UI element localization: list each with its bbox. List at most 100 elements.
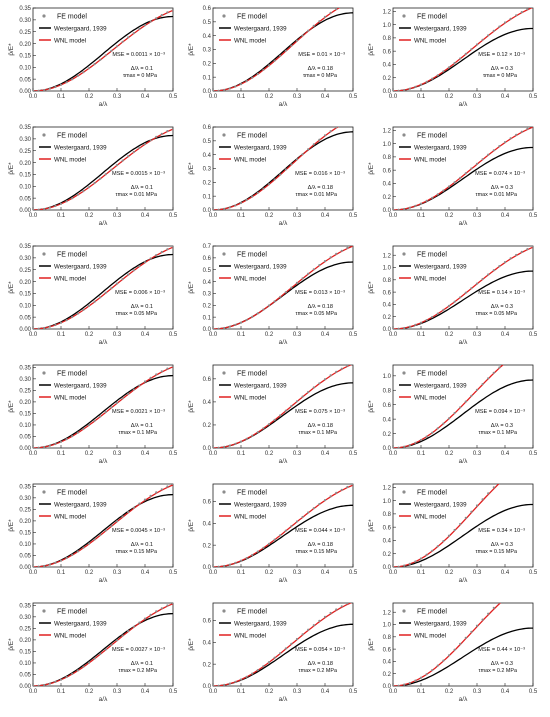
y-tick-label: 0.8 (383, 388, 392, 394)
fe-point (520, 130, 523, 133)
tau-annotation: τmax = 0.01 MPa (295, 192, 337, 198)
fe-point (37, 89, 40, 91)
fe-point (284, 291, 287, 294)
fe-point (223, 88, 226, 91)
fe-point (33, 565, 35, 567)
tau-annotation: τmax = 0.15 MPa (295, 549, 337, 555)
panel-1-0: 0.00 0.05 0.10 0.15 0.20 0.25 0.30 0.35 0.0 0.1 0.… (8, 125, 178, 227)
fe-point (520, 11, 523, 14)
fe-point (273, 656, 276, 659)
fe-point (323, 378, 327, 381)
fe-point (59, 321, 63, 324)
fe-point (408, 325, 411, 328)
fe-point (352, 600, 354, 602)
legend-westergaard-label: Westergaard, 1939 (414, 26, 467, 33)
fe-point (132, 150, 135, 154)
x-tick-label: 0.1 (57, 570, 66, 576)
fe-point (521, 348, 523, 350)
y-tick-label: 0.0 (203, 327, 212, 333)
fe-point (262, 308, 265, 311)
y-tick-label: 0.6 (383, 290, 392, 296)
x-tick-label: 0.4 (501, 213, 510, 219)
fe-point (509, 257, 512, 260)
x-tick-label: 0.5 (349, 570, 358, 576)
ratio-annotation: Δ/λ = 0.18 (308, 66, 333, 72)
fe-point (419, 438, 423, 442)
y-tick-label: 0.35 (19, 604, 31, 610)
y-tick-label: 0.4 (383, 660, 392, 666)
fe-point (99, 652, 102, 656)
y-axis-label: p̄/E* (8, 281, 15, 294)
x-tick-label: 0.4 (141, 332, 150, 338)
fe-point (397, 208, 400, 210)
legend-wnl-label: WNL model (54, 633, 86, 640)
legend-fe-label: FE model (237, 609, 267, 616)
fe-point (37, 446, 40, 448)
fe-point (160, 488, 163, 491)
fe-point (481, 158, 484, 161)
ratio-annotation: Δ/λ = 0.3 (491, 661, 513, 667)
fe-point (166, 248, 169, 251)
fe-point (475, 504, 479, 507)
y-tick-label: 0.05 (19, 315, 31, 321)
y-axis-label: p̄/E* (8, 162, 15, 175)
y-tick-label: 0.0 (203, 208, 212, 214)
fe-point (223, 683, 226, 686)
fe-point (37, 565, 40, 567)
fe-point (290, 642, 293, 645)
curves (33, 603, 173, 686)
y-tick-label: 0.4 (383, 417, 392, 423)
x-tick-label: 0.4 (321, 570, 330, 576)
fe-point (318, 20, 321, 23)
tau-annotation: τmax = 0.1 MPa (298, 430, 337, 436)
fe-point (284, 49, 287, 52)
fe-point (43, 207, 46, 210)
fe-point (295, 281, 299, 284)
x-tick-label: 0.3 (113, 689, 122, 695)
fe-point (143, 142, 147, 146)
fe-point (453, 648, 456, 651)
fe-point (340, 367, 343, 370)
legend-fe-label: FE model (57, 371, 87, 378)
fe-point (503, 261, 507, 264)
ratio-annotation: Δ/λ = 0.1 (131, 423, 153, 429)
curves (213, 484, 353, 567)
fe-point (267, 183, 271, 186)
legend-fe-label: FE model (417, 490, 447, 497)
panel-2-1: 0.0 0.1 0.2 0.3 0.4 0.5 0.6 0.7 0.0 0.1 0.2 0.3 0.4 0… (188, 244, 358, 346)
x-tick-label: 0.1 (417, 451, 426, 457)
legend-fe-marker (42, 14, 46, 18)
x-tick-label: 0.4 (501, 689, 510, 695)
plot-frame (392, 245, 534, 330)
fe-point (43, 683, 46, 686)
mse-annotation: MSE = 0.0045 × 10⁻³ (112, 528, 165, 534)
legend-fe-marker (402, 371, 406, 375)
fe-point (329, 130, 332, 133)
fe-point (295, 400, 299, 403)
x-tick-label: 0.4 (501, 570, 510, 576)
x-tick-label: 0.4 (141, 570, 150, 576)
mse-annotation: MSE = 0.0027 × 10⁻³ (112, 647, 165, 653)
fe-point (341, 4, 343, 6)
y-axis-label: p̄/E* (8, 400, 15, 413)
y-tick-label: 1.0 (383, 499, 392, 505)
ratio-annotation: Δ/λ = 0.3 (491, 185, 513, 191)
fe-point (171, 365, 173, 368)
ratio-annotation: Δ/λ = 0.18 (308, 304, 333, 310)
x-tick-label: 0.3 (113, 213, 122, 219)
tau-annotation: τmax = 0.05 MPa (295, 311, 337, 317)
fe-point (71, 435, 74, 438)
x-tick-label: 0.1 (417, 213, 426, 219)
fe-point (403, 445, 406, 448)
y-tick-label: 0.4 (203, 641, 212, 647)
x-tick-label: 0.1 (417, 332, 426, 338)
fe-point (43, 326, 46, 329)
fe-point (352, 117, 354, 119)
mse-annotation: MSE = 0.0015 × 10⁻³ (112, 171, 165, 177)
fe-point (217, 684, 220, 686)
fe-point (110, 168, 113, 171)
ratio-annotation: Δ/λ = 0.1 (131, 661, 153, 667)
legend-wnl-label: WNL model (234, 276, 266, 283)
fe-point (267, 304, 271, 307)
fe-point (481, 38, 484, 41)
